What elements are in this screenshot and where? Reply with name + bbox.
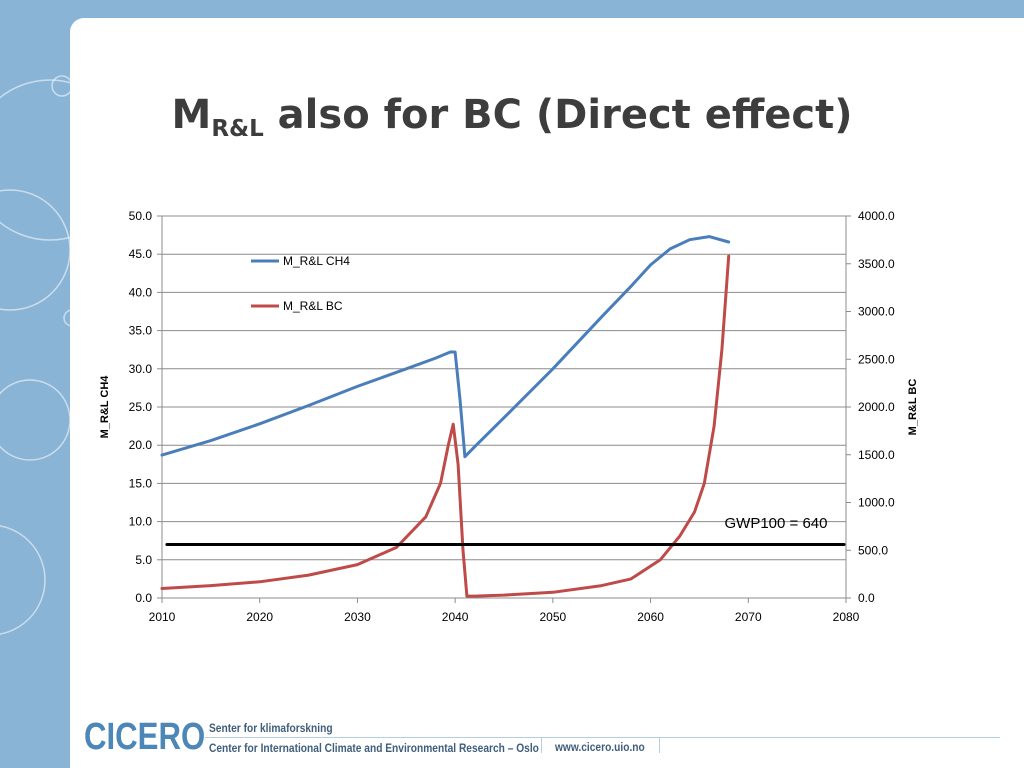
left-tick-label: 35.0 [129, 324, 153, 338]
footer-separator [541, 737, 542, 753]
x-tick-label: 2070 [735, 610, 762, 624]
x-tick-label: 2010 [149, 610, 176, 624]
logo-subtitle-english: Center for International Climate and Env… [209, 741, 539, 755]
footer-separator [659, 737, 660, 753]
website-link[interactable]: www.cicero.uio.no [555, 740, 645, 754]
title-rest: also for BC (Direct effect) [263, 92, 853, 138]
footer-divider [205, 737, 1000, 738]
right-tick-label: 0.0 [858, 591, 875, 605]
x-tick-label: 2060 [637, 610, 664, 624]
slide-title: MR&L also for BC (Direct effect) [0, 92, 1024, 142]
legend-label: M_R&L BC [283, 299, 343, 313]
left-tick-label: 20.0 [129, 438, 153, 452]
x-tick-label: 2050 [540, 610, 567, 624]
cicero-logo: CICERO [84, 716, 206, 758]
title-subscript: R&L [211, 116, 264, 142]
series-ch4-line [160, 235, 731, 459]
right-tick-label: 1000.0 [858, 496, 895, 510]
x-tick-label: 2040 [442, 610, 469, 624]
left-tick-label: 15.0 [129, 476, 153, 490]
right-tick-label: 500.0 [858, 543, 888, 557]
left-tick-label: 45.0 [129, 247, 153, 261]
left-tick-label: 30.0 [129, 362, 153, 376]
y-right-axis-title: M_R&L BC [907, 379, 919, 436]
x-tick-label: 2080 [833, 610, 860, 624]
left-tick-label: 5.0 [135, 553, 152, 567]
x-tick-label: 2020 [246, 610, 273, 624]
title-main: M [171, 92, 212, 138]
x-tick-label: 2030 [344, 610, 371, 624]
right-tick-label: 3000.0 [858, 305, 895, 319]
legend-label: M_R&L CH4 [283, 254, 350, 268]
left-tick-label: 0.0 [135, 591, 152, 605]
left-tick-label: 50.0 [129, 209, 153, 223]
right-tick-label: 2500.0 [858, 352, 895, 366]
right-tick-label: 2000.0 [858, 400, 895, 414]
right-tick-label: 3500.0 [858, 257, 895, 271]
series-bc-line [160, 254, 731, 598]
left-tick-label: 10.0 [129, 515, 153, 529]
right-tick-label: 1500.0 [858, 448, 895, 462]
slide-panel [70, 18, 1024, 768]
logo-subtitle-norwegian: Senter for klimaforskning [209, 721, 333, 735]
gwp-annotation: GWP100 = 640 [725, 515, 828, 532]
y-left-axis-title: M_R&L CH4 [99, 375, 111, 439]
right-tick-label: 4000.0 [858, 209, 895, 223]
left-tick-label: 40.0 [129, 285, 153, 299]
left-tick-label: 25.0 [129, 400, 153, 414]
